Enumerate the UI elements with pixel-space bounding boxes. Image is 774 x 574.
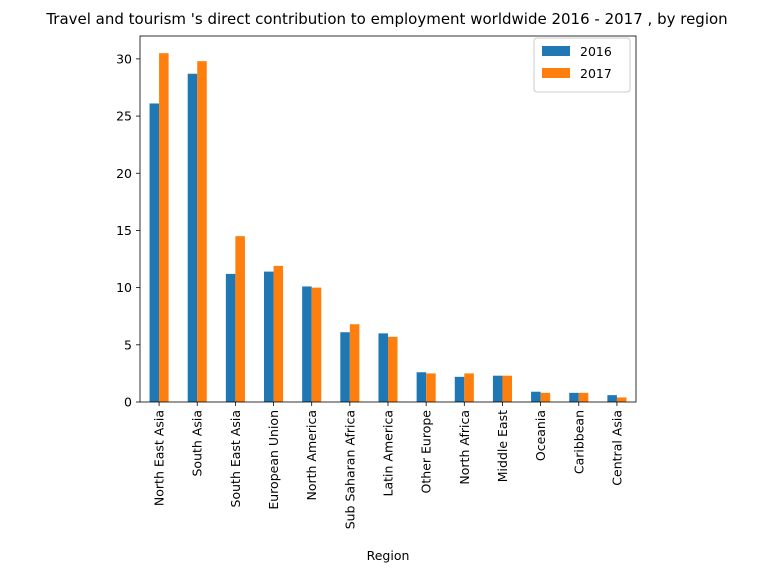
bar-2017-central-asia [616, 397, 627, 402]
bar-2016-central-asia [607, 395, 617, 402]
y-tick-label: 30 [116, 51, 132, 66]
x-tick-label: North America [304, 410, 319, 501]
legend-label-2016: 2016 [580, 44, 612, 59]
x-tick-label: North Africa [457, 410, 472, 485]
y-tick-label: 5 [124, 337, 132, 352]
x-tick-label: South Asia [190, 410, 205, 477]
bar-2017-north-america [311, 287, 322, 402]
bar-2017-oceania [540, 392, 551, 402]
bar-2017-south-east-asia [235, 236, 245, 402]
bar-2016-south-east-asia [225, 273, 236, 402]
y-axis: 0 5 10 15 20 25 30 [116, 51, 140, 410]
x-tick-label: Oceania [533, 410, 548, 461]
chart-title: Travel and tourism 's direct contributio… [45, 10, 727, 28]
bar-2016-north-africa [454, 376, 465, 402]
legend-swatch-2017 [542, 68, 570, 78]
plot-frame [139, 35, 637, 403]
y-tick-label: 15 [116, 223, 132, 238]
y-tick-label: 10 [116, 280, 132, 295]
bars-group [149, 53, 627, 403]
bar-2017-middle-east [502, 375, 512, 402]
x-axis: North East Asia South Asia South East Asia… [152, 402, 624, 529]
bar-2017-other-europe [426, 373, 436, 402]
bar-2016-north-east-asia [149, 103, 160, 402]
x-tick-label: Caribbean [571, 410, 586, 474]
bar-2016-other-europe [416, 372, 427, 402]
bar-2016-middle-east [492, 375, 503, 402]
x-tick-label: European Union [266, 410, 281, 510]
bar-2016-north-america [302, 286, 312, 402]
bar-2016-caribbean [569, 392, 579, 402]
legend-label-2017: 2017 [580, 66, 612, 81]
x-tick-label: South East Asia [228, 410, 243, 507]
bar-2016-latin-america [378, 333, 388, 402]
bar-2016-south-asia [187, 73, 198, 403]
bar-2017-sub-saharan-africa [349, 324, 360, 402]
bar-2017-caribbean [578, 392, 589, 402]
bar-2017-latin-america [388, 336, 398, 402]
x-tick-label: Other Europe [419, 410, 434, 494]
bar-2017-north-africa [464, 373, 474, 402]
y-tick-label: 25 [116, 109, 132, 124]
x-tick-label: Central Asia [609, 410, 624, 486]
x-axis-label: Region [367, 548, 410, 563]
bar-2017-european-union [273, 265, 284, 402]
bar-2016-sub-saharan-africa [340, 332, 350, 402]
y-tick-label: 20 [116, 166, 132, 181]
x-tick-label: North East Asia [152, 410, 167, 506]
bar-2017-south-asia [197, 61, 207, 402]
legend: 2016 2017 [533, 37, 631, 93]
bar-2016-oceania [531, 391, 541, 402]
bar-2016-european-union [264, 271, 274, 402]
bar-2017-north-east-asia [159, 53, 169, 402]
y-tick-label: 0 [124, 395, 132, 410]
legend-swatch-2016 [542, 46, 570, 56]
x-tick-label: Middle East [495, 410, 510, 482]
x-tick-label: Sub Saharan Africa [342, 410, 357, 529]
x-tick-label: Latin America [381, 410, 396, 496]
